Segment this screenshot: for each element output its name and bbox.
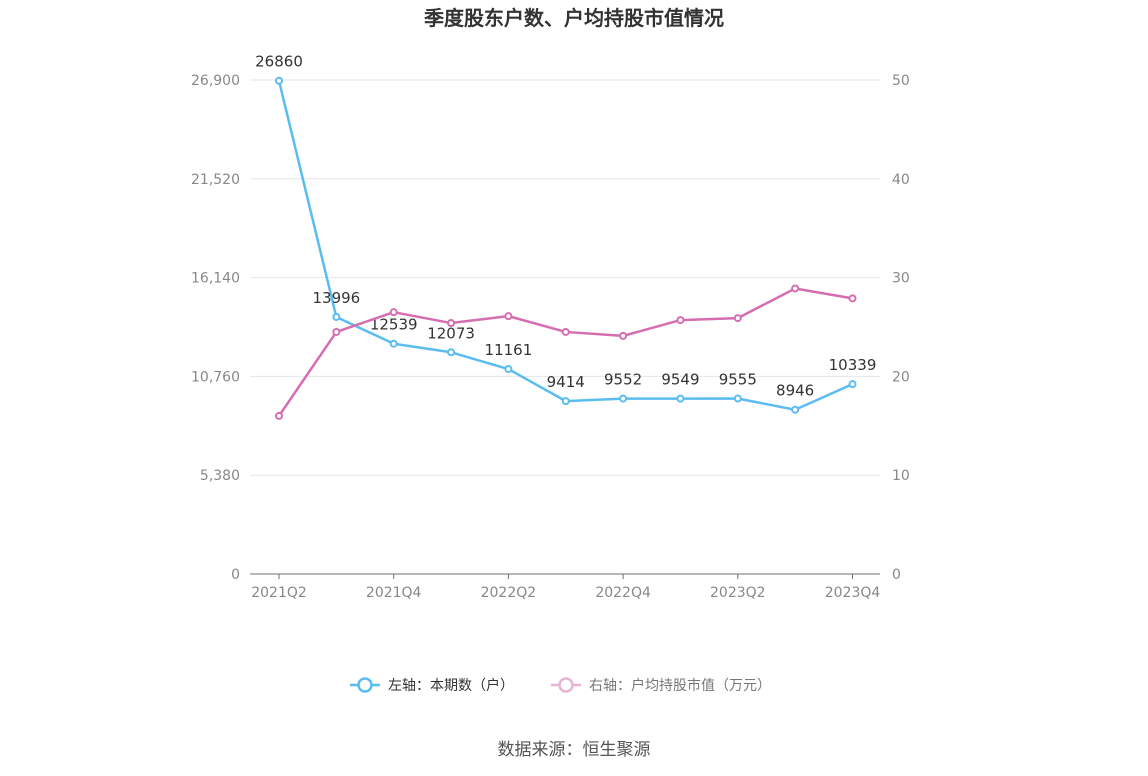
legend[interactable]: 左轴：本期数（户） 右轴：户均持股市值（万元） bbox=[350, 677, 771, 694]
avg-value-point[interactable] bbox=[332, 327, 341, 336]
data-label: 9552 bbox=[604, 371, 642, 389]
left-axis-tick-label: 26,900 bbox=[191, 73, 240, 89]
right-axis-tick-label: 30 bbox=[892, 271, 910, 287]
legend-marker bbox=[558, 677, 574, 693]
holders-point[interactable] bbox=[447, 348, 456, 357]
avg-value-point[interactable] bbox=[733, 314, 742, 323]
left-axis-tick-label: 10,760 bbox=[191, 369, 240, 385]
right-axis-tick-label: 40 bbox=[892, 172, 910, 188]
right-axis-tick-label: 0 bbox=[892, 567, 901, 583]
data-source: 数据来源：恒生聚源 bbox=[498, 740, 651, 760]
data-label: 9555 bbox=[719, 371, 757, 389]
series-left-holders: 26860 13996 12539 12073 11161 9414 9552 9549 955… bbox=[255, 53, 877, 414]
holders-point[interactable] bbox=[561, 397, 570, 406]
data-label: 9549 bbox=[661, 371, 699, 389]
x-axis-tick-label: 2023Q2 bbox=[710, 585, 766, 601]
avg-value-point[interactable] bbox=[447, 319, 456, 328]
avg-value-point[interactable] bbox=[848, 294, 857, 303]
avg-value-point[interactable] bbox=[504, 312, 513, 321]
data-label: 13996 bbox=[312, 289, 360, 307]
right-axis-tick-label: 10 bbox=[892, 468, 910, 484]
avg-value-line bbox=[277, 287, 853, 417]
data-label: 9414 bbox=[547, 373, 585, 391]
chart-title: 季度股东户数、户均持股市值情况 bbox=[423, 6, 724, 30]
legend-item[interactable]: 右轴：户均持股市值（万元） bbox=[551, 677, 771, 694]
holders-point[interactable] bbox=[332, 312, 341, 321]
x-axis-tick-label: 2021Q2 bbox=[251, 585, 307, 601]
avg-value-point[interactable] bbox=[619, 331, 628, 340]
avg-value-point[interactable] bbox=[676, 316, 685, 325]
axes: 0 0 5,380 10 10,760 20 16,140 30 21,520 40 26,900 5… bbox=[191, 73, 910, 601]
holders-point[interactable] bbox=[676, 394, 685, 403]
right-axis-tick-label: 50 bbox=[892, 73, 910, 89]
right-axis-tick-label: 20 bbox=[892, 369, 910, 385]
legend-marker bbox=[357, 677, 373, 693]
legend-label: 右轴：户均持股市值（万元） bbox=[589, 677, 771, 694]
holders-line bbox=[277, 80, 854, 411]
data-label: 12539 bbox=[370, 316, 418, 334]
holders-point[interactable] bbox=[275, 76, 283, 85]
legend-label: 左轴：本期数（户） bbox=[388, 677, 514, 694]
holders-point[interactable] bbox=[389, 339, 398, 348]
avg-value-point[interactable] bbox=[389, 308, 398, 317]
avg-value-point[interactable] bbox=[275, 411, 283, 420]
data-label: 10339 bbox=[829, 356, 877, 374]
holders-point[interactable] bbox=[733, 394, 742, 403]
left-axis-tick-label: 0 bbox=[231, 567, 240, 583]
holders-point[interactable] bbox=[848, 380, 857, 389]
data-label: 26860 bbox=[255, 53, 303, 71]
avg-value-point[interactable] bbox=[561, 327, 570, 336]
holders-point[interactable] bbox=[619, 394, 628, 403]
x-axis-tick-label: 2021Q4 bbox=[366, 585, 422, 601]
left-axis-tick-label: 5,380 bbox=[200, 468, 240, 484]
data-label: 11161 bbox=[485, 341, 533, 359]
series-right-avg-value bbox=[275, 284, 857, 420]
left-axis-tick-label: 16,140 bbox=[191, 271, 240, 287]
holders-point[interactable] bbox=[504, 365, 513, 374]
x-axis-tick-label: 2022Q2 bbox=[481, 585, 537, 601]
holders-point[interactable] bbox=[791, 405, 800, 414]
left-axis-tick-label: 21,520 bbox=[191, 172, 240, 188]
data-label: 12073 bbox=[427, 324, 475, 342]
x-axis-tick-label: 2022Q4 bbox=[595, 585, 651, 601]
avg-value-point[interactable] bbox=[791, 284, 800, 293]
legend-item[interactable]: 左轴：本期数（户） bbox=[350, 677, 514, 694]
x-axis-tick-label: 2023Q4 bbox=[825, 585, 881, 601]
data-label: 8946 bbox=[776, 382, 814, 400]
grid-lines bbox=[250, 79, 880, 476]
